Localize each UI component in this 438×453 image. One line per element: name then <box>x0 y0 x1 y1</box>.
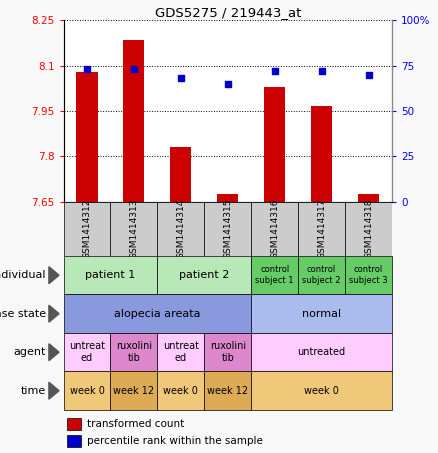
Point <box>224 80 231 87</box>
Bar <box>298 202 345 256</box>
Text: patient 2: patient 2 <box>179 270 230 280</box>
Text: GSM1414312: GSM1414312 <box>82 198 92 259</box>
Text: week 12: week 12 <box>207 386 248 396</box>
Title: GDS5275 / 219443_at: GDS5275 / 219443_at <box>155 6 301 19</box>
Bar <box>311 106 332 202</box>
Text: GSM1414316: GSM1414316 <box>270 198 279 259</box>
Bar <box>170 147 191 202</box>
Text: GSM1414314: GSM1414314 <box>177 198 185 259</box>
Text: GSM1414317: GSM1414317 <box>317 198 326 259</box>
Text: normal: normal <box>302 308 341 319</box>
Text: untreat
ed: untreat ed <box>163 342 199 363</box>
Text: untreated: untreated <box>297 347 346 357</box>
Bar <box>157 202 204 256</box>
Text: week 0: week 0 <box>163 386 198 396</box>
Bar <box>358 194 379 202</box>
Point <box>318 67 325 75</box>
Point <box>177 75 184 82</box>
Text: control
subject 2: control subject 2 <box>302 265 341 285</box>
Bar <box>251 202 298 256</box>
Bar <box>76 72 98 202</box>
Bar <box>217 194 238 202</box>
Text: percentile rank within the sample: percentile rank within the sample <box>87 436 263 446</box>
Polygon shape <box>49 305 59 322</box>
Text: GSM1414318: GSM1414318 <box>364 198 373 259</box>
Bar <box>345 202 392 256</box>
Text: patient 1: patient 1 <box>85 270 136 280</box>
Bar <box>67 418 81 429</box>
Text: alopecia areata: alopecia areata <box>114 308 201 319</box>
Polygon shape <box>49 344 59 361</box>
Text: transformed count: transformed count <box>87 419 184 429</box>
Text: control
subject 1: control subject 1 <box>255 265 294 285</box>
Text: week 0: week 0 <box>304 386 339 396</box>
Bar <box>264 87 285 202</box>
Point <box>271 67 278 75</box>
Point <box>131 66 138 73</box>
Bar <box>124 40 145 202</box>
Polygon shape <box>49 382 59 399</box>
Text: disease state: disease state <box>0 308 46 319</box>
Text: week 12: week 12 <box>113 386 155 396</box>
Point <box>84 66 91 73</box>
Text: agent: agent <box>13 347 46 357</box>
Text: week 0: week 0 <box>70 386 104 396</box>
Bar <box>204 202 251 256</box>
Text: ruxolini
tib: ruxolini tib <box>116 342 152 363</box>
Polygon shape <box>49 267 59 284</box>
Text: ruxolini
tib: ruxolini tib <box>210 342 246 363</box>
Bar <box>67 435 81 447</box>
Text: individual: individual <box>0 270 46 280</box>
Text: GSM1414315: GSM1414315 <box>223 198 232 259</box>
Text: GSM1414313: GSM1414313 <box>129 198 138 259</box>
Text: time: time <box>21 386 46 396</box>
Text: untreat
ed: untreat ed <box>69 342 105 363</box>
Bar <box>110 202 157 256</box>
Point <box>365 71 372 78</box>
Bar <box>64 202 110 256</box>
Text: control
subject 3: control subject 3 <box>349 265 388 285</box>
